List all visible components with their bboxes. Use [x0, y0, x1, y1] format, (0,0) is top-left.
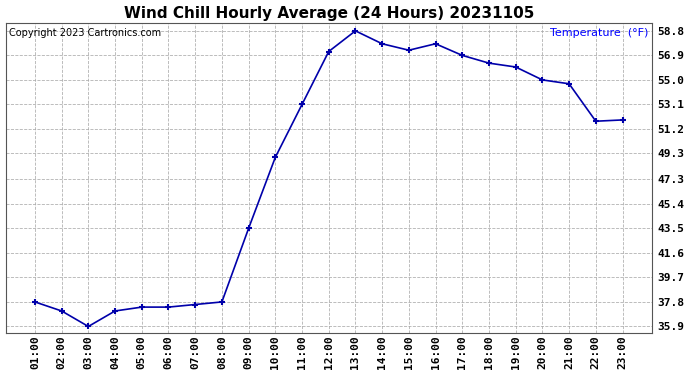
Text: Copyright 2023 Cartronics.com: Copyright 2023 Cartronics.com	[9, 28, 161, 38]
Title: Wind Chill Hourly Average (24 Hours) 20231105: Wind Chill Hourly Average (24 Hours) 202…	[124, 6, 534, 21]
Text: Temperature  (°F): Temperature (°F)	[551, 28, 649, 38]
